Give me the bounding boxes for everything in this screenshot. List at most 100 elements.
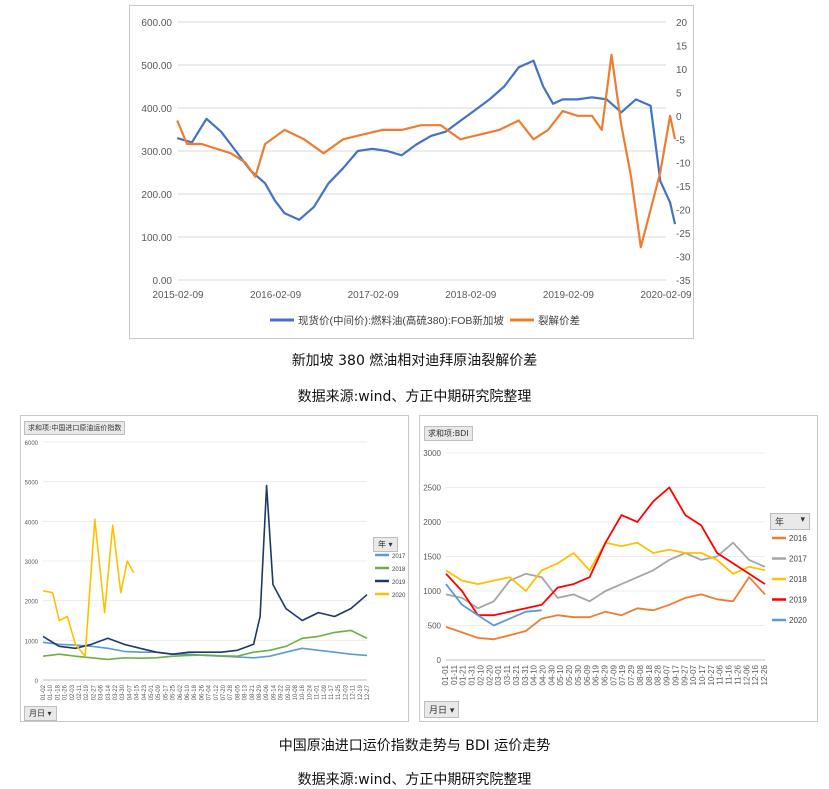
x-tick-label: 09-17 [671,664,680,685]
x-tick-label: 01-10 [48,684,54,700]
y-right-tick-label: 15 [676,41,688,52]
x-tick-label: 02-20 [485,664,494,685]
bdi-header-tag: 求和项:BDI [424,426,473,441]
y-right-tick-label: -35 [676,276,691,287]
x-tick-label: 03-14 [106,684,112,700]
x-tick-label: 09-27 [680,664,689,685]
y-left-tick-label: 100.00 [141,233,172,244]
legend-label-2020: 2020 [392,593,406,599]
y-tick-label: 3000 [25,560,39,566]
x-tick-label: 01-21 [459,664,468,685]
x-tick-label: 12-27 [365,684,371,700]
x-tick-label: 07-29 [627,664,636,685]
y-left-tick-label: 0.00 [153,276,173,287]
x-tick-label: 11-01 [315,684,321,700]
series-line-2019 [42,484,368,655]
spread-chart: 0.00 100.00 200.00 300.00 400.00 500.00 600.00… [141,18,692,327]
x-tick-label: 2018-02-09 [445,290,497,301]
y-tick-label: 1500 [423,553,441,562]
x-tick-label: 05-17 [163,684,169,700]
y-left-tick-label: 300.00 [141,147,172,158]
x-tick-label: 05-10 [556,664,565,685]
x-tick-label: 12-16 [751,664,760,685]
x-tick-label: 06-18 [192,684,198,700]
crude-freight-chart-panel: 0 1000 2000 3000 4000 5000 6000 01-02 01-10 01-18… [20,415,409,722]
series-line-2020 [445,583,542,627]
x-tick-label: 04-07 [127,684,133,700]
series-line-2016 [445,576,766,641]
x-tick-label: 07-19 [618,664,627,685]
x-tick-label: 09-07 [663,664,672,685]
x-tick-label: 06-10 [185,684,191,700]
field-button-label: 月日 [429,706,448,716]
x-tick-label: 01-02 [41,684,47,700]
crude-freight-field-button[interactable]: 月日 ▾ [24,706,57,721]
x-tick-label: 02-11 [77,684,83,700]
x-tick-label: 01-18 [55,684,61,700]
crude-freight-header-tag: 求和项:中国进口原油运价指数 [24,421,126,435]
x-tick-label: 07-20 [221,684,227,700]
x-tick-label: 01-11 [450,664,459,684]
x-tick-label: 10-08 [293,684,299,700]
x-tick-label: 03-31 [521,664,530,685]
y-tick-label: 5000 [25,481,39,487]
y-right-tick-label: 5 [676,88,682,99]
legend-label-2019: 2019 [392,580,406,586]
x-tick-label: 02-10 [476,664,485,685]
x-tick-label: 11-16 [725,664,734,684]
legend-label-2019: 2019 [789,596,807,605]
x-tick-label: 2020-02-09 [640,290,692,301]
x-tick-label: 06-26 [199,684,205,700]
x-tick-label: 12-11 [351,684,357,700]
legend-label-2017: 2017 [392,554,406,560]
x-tick-label: 2015-02-09 [152,290,204,301]
top-chart-source: 数据来源:wind、方正中期研究院整理 [297,389,532,405]
bdi-chart-panel: 0 500 1000 1500 2000 2500 3000 01-01 01-11 01-21 0… [419,415,818,722]
bdi-legend-filter[interactable]: 年 ▾ [770,513,810,530]
x-tick-label: 04-20 [539,664,548,685]
legend-label-2018: 2018 [392,567,406,573]
y-left-tick-label: 200.00 [141,190,172,201]
x-tick-label: 09-06 [264,684,270,700]
legend-label-0: 现货价(中间价):燃料油(高硫380):FOB新加坡 [298,314,504,327]
x-tick-label: 12-19 [358,684,364,700]
x-tick-label: 12-26 [760,664,769,685]
y-tick-label: 1000 [25,639,39,645]
x-tick-label: 08-29 [257,684,263,700]
crude-freight-legend-filter[interactable]: 年 ▾ [373,537,398,552]
x-tick-label: 08-21 [250,684,256,700]
x-tick-label: 10-16 [300,684,306,700]
x-tick-label: 04-30 [547,664,556,685]
x-tick-label: 04-15 [135,684,141,700]
y-tick-label: 2500 [423,484,441,493]
x-tick-label: 09-30 [286,684,292,700]
bottom-chart-caption: 中国原油进口运价指数走势与 BDI 运价走势 [278,738,551,754]
x-tick-label: 03-22 [113,684,119,700]
x-tick-label: 07-12 [214,684,220,700]
y-tick-label: 6000 [25,441,39,447]
legend-filter-label: 年 [378,540,386,549]
x-tick-label: 05-20 [565,664,574,685]
y-tick-label: 2000 [25,600,39,606]
top-chart-caption: 新加坡 380 燃油相对迪拜原油裂解价差 [291,353,538,369]
series-line-2018 [445,541,766,592]
x-tick-label: 03-06 [99,684,105,700]
y-left-tick-label: 500.00 [141,61,172,72]
x-tick-label: 03-01 [494,664,503,685]
series-line-2020 [42,518,135,657]
y-right-tick-label: -15 [676,182,691,193]
x-tick-label: 06-19 [592,664,601,685]
bdi-field-button[interactable]: 月日 ▾ [424,701,460,718]
filter-icon: ▾ [800,515,805,525]
y-right-tick-label: 20 [676,18,688,29]
legend-filter-label: 年 [775,518,785,528]
x-tick-label: 08-05 [235,684,241,700]
field-button-label: 月日 [29,709,45,718]
y-tick-label: 500 [428,622,442,631]
x-tick-label: 01-26 [63,684,69,700]
legend-label-2020: 2020 [789,616,807,625]
x-tick-label: 02-03 [70,684,76,700]
legend-label-2018: 2018 [789,575,807,584]
x-tick-label: 10-17 [698,664,707,685]
